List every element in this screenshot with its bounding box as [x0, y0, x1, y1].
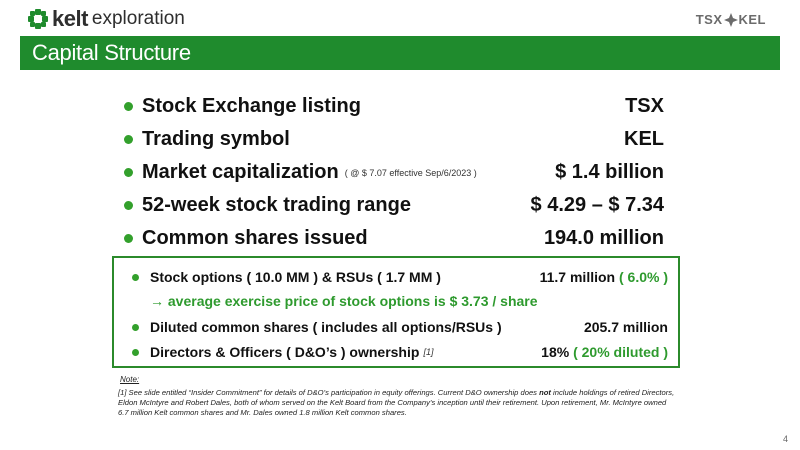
list-item: Trading symbol KEL	[124, 123, 664, 156]
logo-subtitle: exploration	[91, 8, 185, 29]
row-value: 18% ( 20% diluted )	[541, 344, 668, 360]
row-value-main: 18%	[541, 344, 570, 360]
dilution-box: Stock options ( 10.0 MM ) & RSUs ( 1.7 M…	[112, 256, 680, 368]
kelt-leaf-icon	[28, 9, 48, 29]
footnote-ref: [1]	[423, 347, 434, 357]
row-value: 11.7 million ( 6.0% )	[540, 269, 668, 285]
page-title: Capital Structure	[32, 40, 191, 65]
row-value-percent: ( 6.0% )	[618, 269, 668, 285]
row-value-diluted: ( 20% diluted )	[573, 344, 668, 360]
footnote-part-b: include holdings of retired Directors, E…	[118, 388, 675, 417]
leaf-mark-icon	[723, 12, 738, 27]
item-label: Stock Exchange listing	[142, 95, 361, 117]
row-value: 205.7 million	[583, 319, 668, 335]
tsx-kel-logo: TSX KEL	[696, 12, 766, 27]
item-value: KEL	[624, 128, 664, 150]
title-bar: Capital Structure	[20, 36, 780, 70]
diluted-shares-row: Diluted common shares ( includes all opt…	[132, 317, 668, 337]
list-item: 52-week stock trading range $ 4.29 – $ 7…	[124, 189, 664, 222]
ownership-row: Directors & Officers ( D&O’s ) ownership…	[132, 342, 668, 362]
kel-text: KEL	[738, 12, 766, 27]
item-value: TSX	[625, 95, 664, 117]
kelt-logo: kelt exploration	[28, 6, 185, 32]
item-label: Market capitalization	[142, 161, 339, 183]
row-value-main: 11.7 million	[539, 269, 616, 285]
item-value: 194.0 million	[543, 227, 664, 249]
footnote-text: [1] See slide entitled “Insider Commitme…	[118, 388, 678, 418]
item-value: $ 1.4 billion	[555, 161, 664, 183]
logo-wordmark: kelt	[52, 6, 88, 31]
list-item: Stock Exchange listing TSX	[124, 90, 664, 123]
list-item: Common shares issued 194.0 million	[124, 222, 664, 255]
note-heading: Note:	[120, 375, 140, 384]
bullet-icon	[132, 323, 139, 331]
footnote-emphasis: not	[539, 388, 551, 397]
page-number: 4	[782, 434, 788, 444]
bullet-icon	[132, 348, 139, 356]
item-label: 52-week stock trading range	[142, 194, 411, 216]
bullet-icon	[124, 234, 133, 243]
bullet-icon	[132, 273, 139, 281]
list-item: Market capitalization ( @ $ 7.07 effecti…	[124, 156, 664, 189]
bullet-icon	[124, 102, 133, 111]
row-label: Stock options ( 10.0 MM ) & RSUs ( 1.7 M…	[150, 269, 441, 285]
item-value: $ 4.29 – $ 7.34	[530, 194, 664, 216]
stock-options-row: Stock options ( 10.0 MM ) & RSUs ( 1.7 M…	[132, 267, 668, 287]
item-label: Common shares issued	[142, 227, 368, 249]
bullet-icon	[124, 135, 133, 144]
row-label: Diluted common shares ( includes all opt…	[150, 319, 502, 335]
row-label: Directors & Officers ( D&O’s ) ownership	[150, 344, 420, 360]
footnote-part-a: [1] See slide entitled “Insider Commitme…	[118, 388, 537, 397]
item-label: Trading symbol	[142, 128, 290, 150]
exercise-price-note: → average exercise price of stock option…	[150, 293, 538, 309]
capital-structure-list: Stock Exchange listing TSX Trading symbo…	[124, 90, 664, 255]
item-note: ( @ $ 7.07 effective Sep/6/2023 )	[344, 167, 477, 178]
bullet-icon	[124, 168, 133, 177]
tsx-text: TSX	[695, 12, 723, 27]
bullet-icon	[124, 201, 133, 210]
